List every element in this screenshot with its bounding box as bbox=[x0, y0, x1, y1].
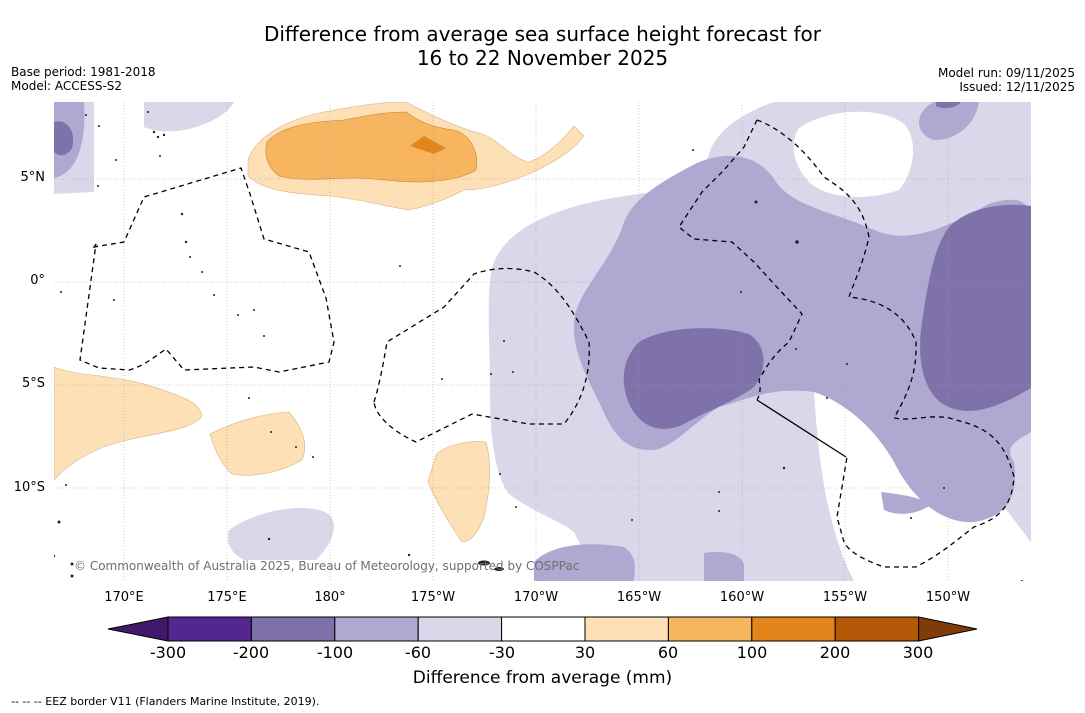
neutral-zone-north bbox=[793, 111, 914, 197]
colorbar-segment-4 bbox=[417, 616, 503, 642]
lat-label-10s: 10°S bbox=[13, 480, 45, 495]
model-name: Model: ACCESS-S2 bbox=[11, 79, 123, 93]
colorbar-segment-8 bbox=[751, 616, 836, 642]
eez-solid-boundary bbox=[756, 399, 847, 458]
colorbar-label: Difference from average (mm) bbox=[412, 668, 673, 688]
anomaly-zone-minus100 bbox=[54, 102, 1031, 429]
sea-surface-height-map bbox=[54, 102, 1031, 581]
lat-label-0: 0° bbox=[30, 273, 45, 288]
anomaly-zone-plus100 bbox=[410, 136, 446, 154]
colorbar-tick-8: 100 bbox=[736, 643, 768, 662]
lon-label-150w: 150°W bbox=[925, 590, 971, 605]
lat-label-5s: 5°S bbox=[21, 376, 45, 391]
lat-label-5n: 5°N bbox=[20, 170, 46, 185]
title-line-1: Difference from average sea surface heig… bbox=[263, 22, 822, 46]
colorbar-segment-1 bbox=[167, 616, 252, 642]
title-line-2: 16 to 22 November 2025 bbox=[416, 46, 669, 70]
anomaly-zone-minus60 bbox=[54, 102, 1031, 581]
colorbar-tick-1: -300 bbox=[149, 643, 187, 662]
lon-label-175w: 175°W bbox=[410, 590, 456, 605]
map-title: Difference from average sea surface heig… bbox=[0, 22, 1085, 70]
run-info: Model run: 09/11/2025 Issued: 12/11/2025 bbox=[938, 66, 1075, 94]
lon-label-170w: 170°W bbox=[513, 590, 559, 605]
model-info: Base period: 1981-2018 Model: ACCESS-S2 bbox=[11, 65, 156, 93]
colorbar-tick-9: 200 bbox=[819, 643, 851, 662]
lon-label-165w: 165°W bbox=[616, 590, 662, 605]
graticule bbox=[54, 102, 1031, 581]
colorbar-tick-3: -100 bbox=[316, 643, 354, 662]
lon-label-175e: 175°E bbox=[207, 590, 247, 605]
colorbar-tick-4: -60 bbox=[404, 643, 432, 662]
colorbar-tick-5: -30 bbox=[488, 643, 516, 662]
colorbar-tick-7: 60 bbox=[657, 643, 679, 662]
colorbar-tick-6: 30 bbox=[574, 643, 596, 662]
colorbar-tick-10: 300 bbox=[902, 643, 934, 662]
issued-date: Issued: 12/11/2025 bbox=[959, 80, 1075, 94]
colorbar-segment-6 bbox=[584, 616, 669, 642]
colorbar-segment-2 bbox=[250, 616, 336, 642]
model-run: Model run: 09/11/2025 bbox=[937, 66, 1075, 80]
colorbar-segment-3 bbox=[334, 616, 419, 642]
colorbar-tick-2: -200 bbox=[232, 643, 270, 662]
islands bbox=[54, 111, 1023, 581]
eez-borders bbox=[79, 119, 1015, 568]
colorbar-min-arrow bbox=[107, 616, 169, 642]
colorbar-segment-9 bbox=[834, 616, 920, 642]
eez-legend-note: -- -- -- EEZ border V11 (Flanders Marine… bbox=[11, 695, 320, 708]
colorbar-segment-5 bbox=[501, 616, 586, 642]
lon-label-170e: 170°E bbox=[104, 590, 144, 605]
lon-label-160w: 160°W bbox=[719, 590, 765, 605]
copyright-notice: © Commonwealth of Australia 2025, Bureau… bbox=[74, 559, 580, 573]
lon-label-155w: 155°W bbox=[822, 590, 868, 605]
lon-label-180: 180° bbox=[314, 590, 346, 605]
colorbar-segment-7 bbox=[667, 616, 753, 642]
colorbar-max-arrow bbox=[918, 616, 978, 642]
base-period: Base period: 1981-2018 bbox=[11, 65, 156, 79]
